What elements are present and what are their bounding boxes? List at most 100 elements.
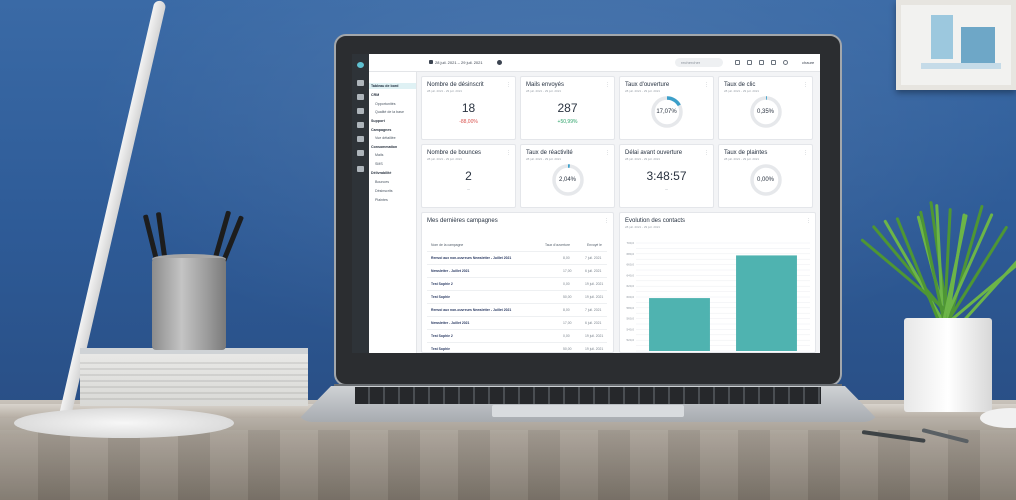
y-tick-label: 680,0 [626,252,634,256]
kpi-ring: 0,35% [749,95,783,129]
table-row[interactable]: Renvoi aux non-ouvreurs Newsletter - Jui… [427,303,607,316]
user-icon[interactable] [783,60,788,65]
top-bar: 28 juil. 2021 – 29 juil. 2021 rechercher… [369,54,820,72]
bar[interactable] [649,298,710,351]
sent-date: 6 juil. 2021 [585,269,602,273]
table-row[interactable]: Newsletter - Juillet 2021 17,00 6 juil. 20… [427,264,607,277]
card-date: 28 juil. 2021 - 29 juil. 2021 [625,225,661,229]
poster-art [931,15,953,59]
open-rate: 50,00 [563,347,572,351]
user-menu[interactable]: chaure [802,60,815,65]
campaign-name: Test Sophie 2 [431,334,453,338]
table-row[interactable]: Test Sophie 2 0,00 19 juil. 2021 [427,277,607,290]
grid-icon[interactable] [759,60,764,65]
sent-date: 19 juil. 2021 [585,334,604,338]
menu-item[interactable]: CRM [371,93,380,97]
kpi-title: Taux de réactivité [526,150,573,156]
more-icon[interactable]: ⋮ [803,150,808,156]
bar[interactable] [736,255,797,351]
computer-mouse [980,408,1016,428]
gear-icon[interactable] [497,60,502,65]
table-row[interactable]: Renvoi aux non-ouvreurs Newsletter - Jui… [427,251,607,264]
sent-date: 19 juil. 2021 [585,282,604,286]
kpi-value: 2 [465,169,472,183]
card-title: Mes dernières campagnes [427,218,498,224]
more-icon[interactable]: ⋮ [506,82,511,88]
card-title: Evolution des contacts [625,218,686,224]
open-rate: 8,00 [563,308,570,312]
sent-date: 7 juil. 2021 [585,308,602,312]
kpi-title: Délai avant ouverture [625,150,683,156]
menu-item[interactable]: Consommation [371,145,398,149]
eye-icon[interactable] [357,122,364,128]
table-row[interactable]: Newsletter - Juillet 2021 17,00 6 juil. 20… [427,316,607,329]
more-icon[interactable]: ⋮ [704,82,709,88]
kpi-ring: 17,07% [650,95,684,129]
kpi-delta: +50,99% [557,119,578,125]
menu-item[interactable]: Campagnes [371,128,392,132]
menu-item[interactable]: Qualité de la base [375,110,404,114]
ring-gauge [551,164,584,196]
kpi-date: 28 juil. 2021 - 29 juil. 2021 [625,89,661,93]
date-range-picker[interactable]: 28 juil. 2021 – 29 juil. 2021 [435,60,483,65]
menu-item[interactable]: Support [371,119,385,123]
column-header[interactable]: Nom de la campagne [431,243,464,247]
campaign-name: Newsletter - Juillet 2021 [431,321,470,325]
pen-cup [152,258,226,350]
print-icon[interactable] [735,60,740,65]
more-icon[interactable]: ⋮ [803,82,808,88]
table-row[interactable]: Test Sophie 50,00 19 juil. 2021 [427,342,607,353]
menu-item[interactable]: Mails [375,153,384,157]
search-placeholder: rechercher [681,60,701,65]
menu-item[interactable]: Délivrabilité [371,171,392,175]
campaigns-card: Mes dernières campagnes ⋮ Nom de la camp… [421,212,614,353]
kpi-delta: – [665,187,668,193]
logo-icon [357,62,364,68]
more-icon[interactable]: ⋮ [605,150,610,156]
sent-date: 19 juil. 2021 [585,347,604,351]
calendar-icon[interactable] [771,60,776,65]
kpi-date: 28 juil. 2021 - 29 juil. 2021 [427,157,463,161]
poster-art [961,27,995,67]
more-icon[interactable]: ⋮ [806,218,811,224]
column-header[interactable]: Taux d'ouverture [545,243,570,247]
y-tick-label: 660,0 [626,263,634,267]
app-rail [352,54,369,353]
kpi-title: Taux de clic [724,82,756,88]
open-rate: 0,00 [563,282,570,286]
more-icon[interactable]: ⋮ [604,218,609,224]
list-icon[interactable] [357,150,364,156]
more-icon[interactable]: ⋮ [506,150,511,156]
chevron-left-icon[interactable] [357,136,364,142]
chat-icon[interactable] [357,166,364,172]
home-icon[interactable] [357,80,364,86]
menu-item[interactable]: Tableau de bord [369,83,416,89]
ring-fill [650,96,683,128]
kpi-card: Nombre de bounces 28 juil. 2021 - 29 juil… [421,144,516,208]
menu-item[interactable]: Opportunités [375,102,396,106]
document-icon[interactable] [357,94,364,100]
more-icon[interactable]: ⋮ [704,150,709,156]
menu-item[interactable]: Vue détaillée [375,136,396,140]
kpi-value: 287 [557,101,578,115]
contacts-bar-chart: 520,0 540,0 560,0 580,0 600,0 620,0 640,0 660,0… [626,241,810,352]
list-icon[interactable] [747,60,752,65]
kpi-ring: 2,04% [551,163,585,197]
sent-date: 6 juil. 2021 [585,321,602,325]
search-input[interactable]: rechercher [675,58,723,67]
kpi-card: Taux de clic 28 juil. 2021 - 29 juil. 202… [718,76,813,140]
poster-art [921,63,1001,69]
column-header[interactable]: Envoyé le [587,243,602,247]
sent-date: 19 juil. 2021 [585,295,604,299]
more-icon[interactable]: ⋮ [605,82,610,88]
y-tick-label: 700,0 [626,241,634,245]
menu-item[interactable]: Plaintes [375,198,388,202]
menu-item[interactable]: Bounces [375,180,389,184]
menu-item[interactable]: SMS [375,162,383,166]
y-tick-label: 540,0 [626,327,634,331]
kpi-date: 28 juil. 2021 - 29 juil. 2021 [427,89,463,93]
table-row[interactable]: Test Sophie 2 0,00 19 juil. 2021 [427,329,607,342]
menu-item[interactable]: Désinscrits [375,189,393,193]
users-icon[interactable] [357,108,364,114]
table-row[interactable]: Test Sophie 50,00 19 juil. 2021 [427,290,607,303]
